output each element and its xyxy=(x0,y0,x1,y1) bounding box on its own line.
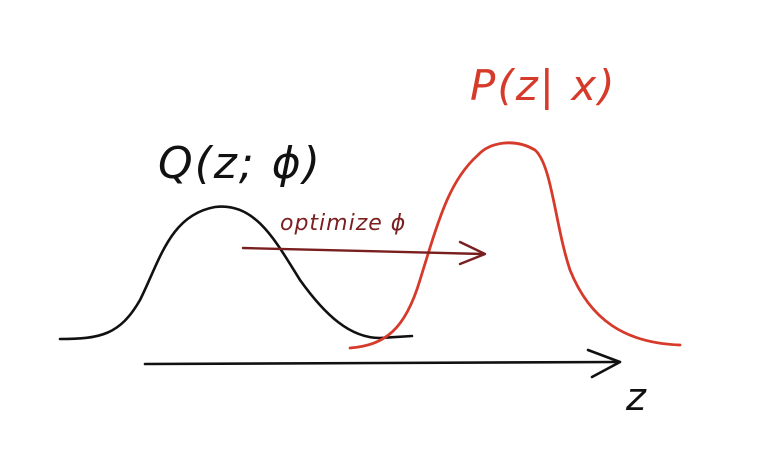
p-distribution-curve xyxy=(348,141,682,350)
z-axis-arrowhead xyxy=(586,348,622,379)
optimize-label: optimize ϕ xyxy=(280,211,406,236)
optimize-arrow-line xyxy=(241,246,485,256)
z-axis-label: z xyxy=(625,375,647,419)
z-axis-line xyxy=(143,360,620,366)
optimize-arrowhead xyxy=(458,240,487,266)
p-distribution-label: P(z| x) xyxy=(470,61,617,110)
q-distribution-label: Q(z; ϕ) xyxy=(158,138,322,189)
q-distribution-curve xyxy=(58,205,414,341)
